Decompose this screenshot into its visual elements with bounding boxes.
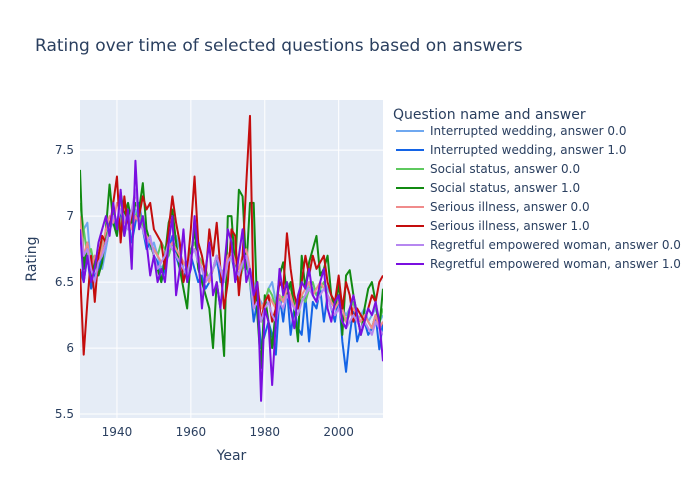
- legend-label: Interrupted wedding, answer 1.0: [430, 143, 627, 157]
- legend-title[interactable]: Question name and answer: [393, 107, 586, 123]
- legend-label: Regretful empowered woman, answer 1.0: [430, 257, 681, 271]
- x-tick-label: 1940: [102, 425, 133, 439]
- y-tick-label: 7: [66, 209, 74, 223]
- legend[interactable]: Interrupted wedding, answer 0.0 Interrupt…: [396, 124, 681, 271]
- series-line: [80, 159, 383, 402]
- y-tick-label: 6.5: [55, 275, 74, 289]
- chart-title: Rating over time of selected questions b…: [35, 36, 523, 56]
- legend-label: Regretful empowered woman, answer 0.0: [430, 238, 681, 252]
- x-tick-label: 1960: [176, 425, 207, 439]
- y-tick-label: 5.5: [55, 407, 74, 421]
- legend-item[interactable]: Social status, answer 1.0: [396, 181, 580, 195]
- legend-item[interactable]: Interrupted wedding, answer 1.0: [396, 143, 627, 157]
- x-tick-label: 2000: [323, 425, 354, 439]
- legend-label: Serious illness, answer 1.0: [430, 219, 590, 233]
- legend-item[interactable]: Serious illness, answer 0.0: [396, 200, 590, 214]
- x-ticks: 1940 1960 1980 2000: [102, 425, 354, 439]
- legend-item[interactable]: Social status, answer 0.0: [396, 162, 580, 176]
- y-tick-label: 7.5: [55, 143, 74, 157]
- y-tick-label: 6: [66, 341, 74, 355]
- series-lines: [80, 114, 383, 402]
- legend-item[interactable]: Serious illness, answer 1.0: [396, 219, 590, 233]
- y-ticks: 5.5 6 6.5 7 7.5: [55, 143, 74, 421]
- x-axis-label: Year: [216, 448, 247, 464]
- x-tick-label: 1980: [249, 425, 280, 439]
- legend-item[interactable]: Regretful empowered woman, answer 0.0: [396, 238, 681, 252]
- legend-label: Social status, answer 1.0: [430, 181, 580, 195]
- legend-item[interactable]: Regretful empowered woman, answer 1.0: [396, 257, 681, 271]
- legend-item[interactable]: Interrupted wedding, answer 0.0: [396, 124, 627, 138]
- legend-label: Serious illness, answer 0.0: [430, 200, 590, 214]
- y-axis-label: Rating: [24, 236, 40, 281]
- legend-label: Social status, answer 0.0: [430, 162, 580, 176]
- legend-label: Interrupted wedding, answer 0.0: [430, 124, 627, 138]
